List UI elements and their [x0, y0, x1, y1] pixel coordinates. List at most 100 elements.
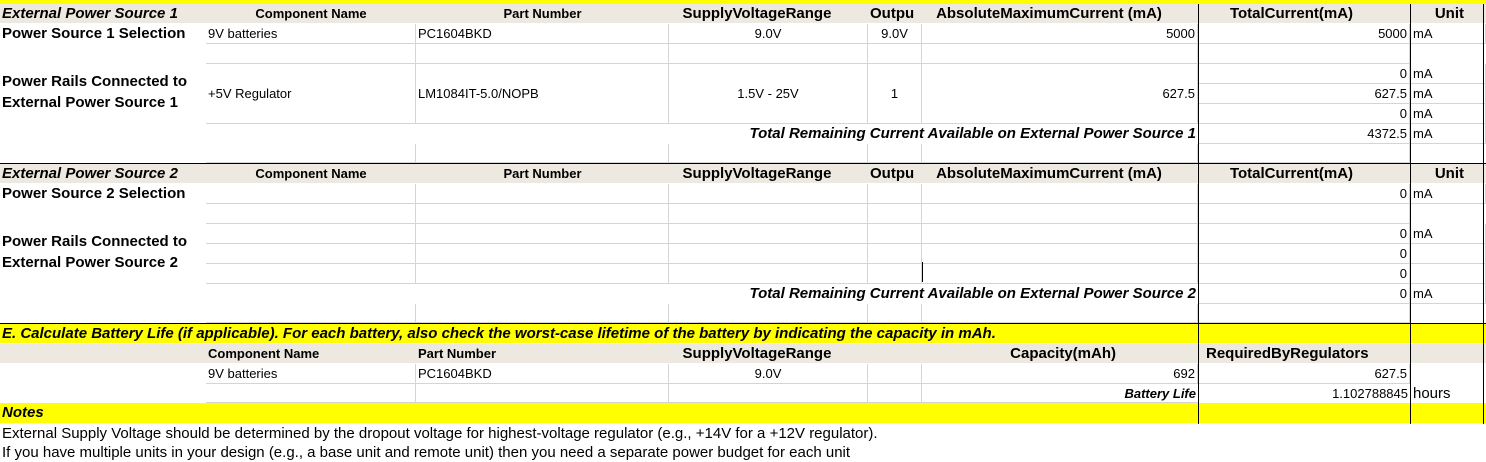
empty-cell[interactable]: [206, 144, 416, 163]
source1-selection-component[interactable]: 9V batteries: [206, 24, 416, 44]
empty-cell[interactable]: [669, 264, 868, 284]
empty-cell[interactable]: [416, 144, 669, 163]
empty-cell[interactable]: [868, 224, 922, 244]
source1-selection-max-current[interactable]: 5000: [922, 24, 1198, 44]
col-header-part-number[interactable]: Part Number: [503, 6, 582, 21]
empty-cell[interactable]: [669, 244, 868, 264]
source1-selection-unit[interactable]: mA: [1411, 24, 1486, 44]
empty-cell[interactable]: [868, 264, 922, 284]
source2-total-unit[interactable]: [1411, 244, 1486, 264]
empty-cell[interactable]: [206, 224, 416, 244]
col-header-output[interactable]: Outpu: [870, 5, 915, 22]
source1-rails-label[interactable]: Power Rails Connected to External Power …: [2, 73, 188, 111]
col-header-component-name[interactable]: Component Name: [255, 6, 367, 21]
source1-remaining-value[interactable]: 4372.5: [1199, 124, 1410, 144]
col-header-unit[interactable]: Unit: [1434, 5, 1464, 22]
col-header-total-current[interactable]: TotalCurrent(mA): [1229, 165, 1354, 182]
empty-cell[interactable]: [669, 184, 868, 204]
source1-selection-output[interactable]: 9.0V: [868, 24, 922, 44]
empty-cell[interactable]: [206, 384, 416, 403]
battery-row-required[interactable]: 627.5: [1199, 364, 1410, 384]
empty-cell[interactable]: [922, 304, 1198, 323]
battery-row-part[interactable]: PC1604BKD: [416, 364, 669, 384]
col-header-supply-voltage-range[interactable]: SupplyVoltageRange: [682, 5, 832, 22]
source2-title[interactable]: External Power Source 2: [2, 165, 178, 182]
empty-cell[interactable]: [416, 224, 669, 244]
col-header-supply-voltage-range[interactable]: SupplyVoltageRange: [682, 165, 832, 182]
source1-selection-voltage[interactable]: 9.0V: [669, 24, 868, 44]
source1-selection-part[interactable]: PC1604BKD: [416, 24, 669, 44]
empty-cell[interactable]: [206, 204, 416, 224]
empty-cell[interactable]: [416, 264, 669, 284]
empty-cell[interactable]: [669, 384, 868, 403]
empty-cell[interactable]: [868, 44, 922, 64]
empty-cell[interactable]: [206, 184, 416, 204]
source1-rail-max-current[interactable]: 627.5: [922, 64, 1198, 124]
battery-row-capacity[interactable]: 692: [922, 364, 1198, 384]
col-header-absolute-max-current[interactable]: AbsoluteMaximumCurrent (mA): [936, 5, 1162, 22]
col-header-component-name[interactable]: Component Name: [255, 166, 367, 181]
empty-cell[interactable]: [1199, 204, 1410, 224]
empty-cell[interactable]: [868, 144, 922, 163]
empty-cell[interactable]: [416, 184, 669, 204]
empty-cell[interactable]: [206, 44, 416, 64]
source2-selection-label[interactable]: Power Source 2 Selection: [2, 185, 186, 202]
source2-remaining-value[interactable]: 0: [1199, 284, 1410, 304]
col-header-absolute-max-current[interactable]: AbsoluteMaximumCurrent (mA): [936, 165, 1162, 182]
source1-selection-label[interactable]: Power Source 1 Selection: [2, 25, 186, 42]
empty-cell[interactable]: [669, 204, 868, 224]
source2-rails-label[interactable]: Power Rails Connected to External Power …: [2, 233, 188, 271]
source1-rail-component[interactable]: +5V Regulator: [206, 64, 416, 124]
battery-row-voltage[interactable]: 9.0V: [669, 364, 868, 384]
empty-cell[interactable]: [922, 184, 1198, 204]
empty-cell[interactable]: [922, 224, 1198, 244]
battery-section-heading[interactable]: E. Calculate Battery Life (if applicable…: [2, 325, 996, 342]
source1-rail-voltage[interactable]: 1.5V - 25V: [669, 64, 868, 124]
empty-cell[interactable]: [868, 364, 922, 384]
empty-cell[interactable]: [416, 204, 669, 224]
empty-cell[interactable]: [922, 44, 1198, 64]
source1-rail-output[interactable]: 1: [868, 64, 922, 124]
empty-cell[interactable]: [669, 304, 868, 323]
notes-title[interactable]: Notes: [2, 404, 44, 421]
empty-cell[interactable]: [868, 384, 922, 403]
source1-total-row[interactable]: 0: [1199, 104, 1410, 124]
empty-cell[interactable]: [206, 244, 416, 264]
empty-cell[interactable]: [922, 204, 1198, 224]
source2-total-row[interactable]: 0: [1199, 244, 1410, 264]
empty-cell[interactable]: [416, 384, 669, 403]
source1-total-row[interactable]: 0: [1199, 64, 1410, 84]
note-line[interactable]: If you have multiple units in your desig…: [2, 444, 851, 461]
empty-cell[interactable]: [868, 204, 922, 224]
source1-rail-part[interactable]: LM1084IT-5.0/NOPB: [416, 64, 669, 124]
battery-life-label[interactable]: Battery Life: [922, 384, 1198, 403]
source2-total-unit[interactable]: [1411, 264, 1486, 284]
battery-col-header-voltage[interactable]: SupplyVoltageRange: [682, 345, 832, 362]
battery-life-unit[interactable]: hours: [1413, 385, 1451, 402]
battery-life-value[interactable]: 1.102788845: [1332, 386, 1408, 401]
empty-cell[interactable]: [1199, 44, 1410, 64]
col-header-unit[interactable]: Unit: [1434, 165, 1464, 182]
empty-cell[interactable]: [669, 144, 868, 163]
empty-cell[interactable]: [669, 44, 868, 64]
source1-title[interactable]: External Power Source 1: [2, 5, 178, 22]
empty-cell[interactable]: [1199, 304, 1410, 323]
col-header-total-current[interactable]: TotalCurrent(mA): [1229, 5, 1354, 22]
empty-cell[interactable]: [416, 304, 669, 323]
source1-total-unit[interactable]: mA: [1411, 84, 1486, 104]
source2-total-row[interactable]: 0: [1199, 264, 1410, 284]
source1-remaining-label[interactable]: Total Remaining Current Available on Ext…: [749, 125, 1197, 142]
battery-col-header-capacity[interactable]: Capacity(mAh): [1010, 345, 1116, 362]
empty-cell[interactable]: [868, 184, 922, 204]
source1-total-unit[interactable]: mA: [1411, 104, 1486, 124]
empty-cell[interactable]: [206, 264, 416, 284]
empty-cell[interactable]: [416, 44, 669, 64]
empty-cell[interactable]: [868, 304, 922, 323]
note-line[interactable]: External Supply Voltage should be determ…: [2, 425, 878, 442]
source2-remaining-unit[interactable]: mA: [1411, 284, 1486, 304]
col-header-part-number[interactable]: Part Number: [503, 166, 582, 181]
battery-col-header-required[interactable]: RequiredByRegulators: [1206, 345, 1369, 362]
battery-row-component[interactable]: 9V batteries: [206, 364, 416, 384]
col-header-output[interactable]: Outpu: [870, 165, 915, 182]
source2-total-row[interactable]: 0: [1199, 224, 1410, 244]
